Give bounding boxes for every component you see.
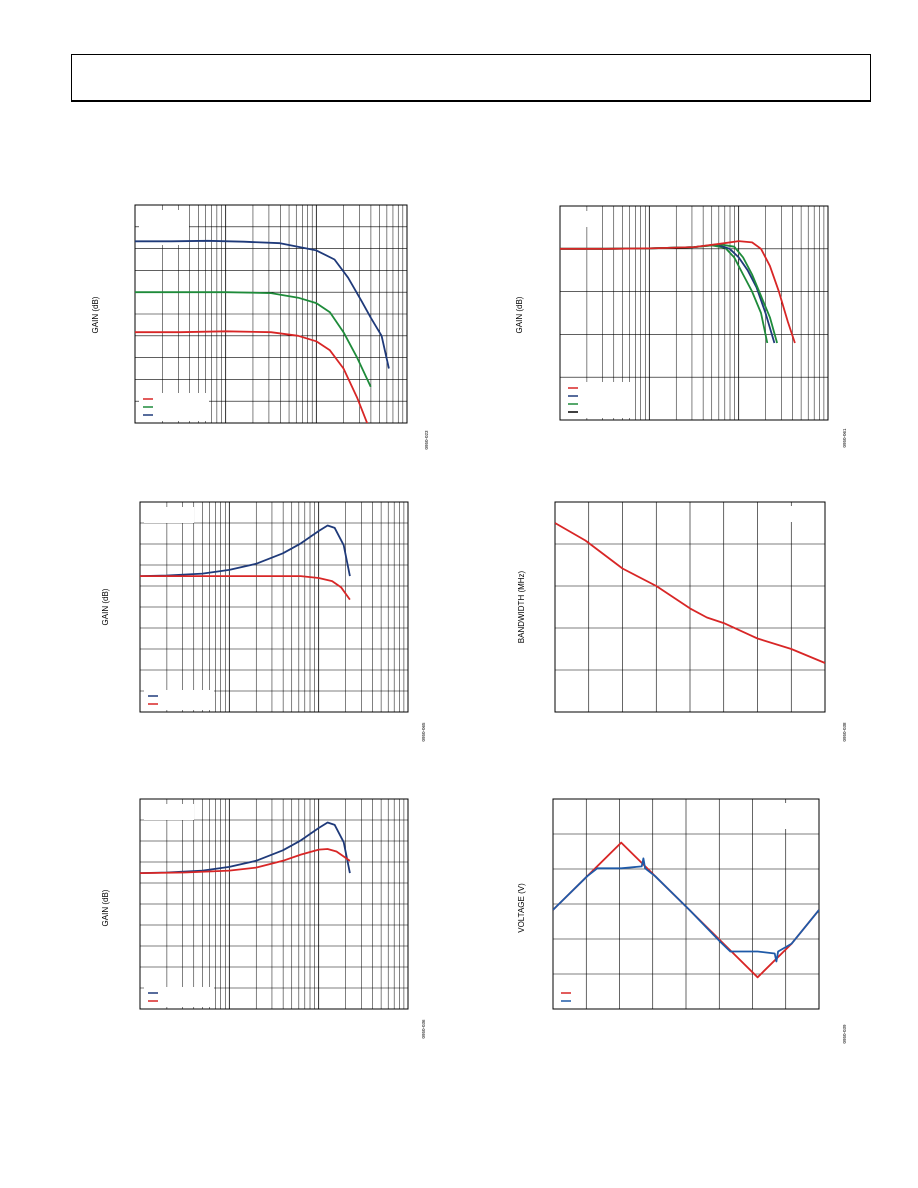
plot-grid bbox=[554, 501, 826, 713]
y-axis-label: GAIN (dB) bbox=[515, 296, 524, 333]
figure-code: 0950-036 bbox=[421, 1019, 426, 1039]
series-line-1 bbox=[553, 857, 819, 963]
chart-gain-vs-frequency-1: GAIN (dB) 0950-023 bbox=[91, 204, 429, 450]
series-line-0 bbox=[135, 239, 390, 369]
series-line-0 bbox=[140, 524, 351, 577]
plot-frame bbox=[552, 798, 820, 1010]
plot-frame bbox=[134, 204, 408, 424]
chart-bandwidth: BANDWIDTH (MHz) 0950-038 bbox=[517, 501, 847, 742]
legend bbox=[557, 987, 579, 1007]
legend bbox=[144, 690, 214, 710]
legend-box bbox=[144, 987, 214, 1007]
chart-gain-vs-frequency-3: GAIN (dB) 0950-065 bbox=[101, 501, 426, 742]
label-mask bbox=[564, 211, 594, 227]
series-line-1 bbox=[140, 575, 351, 601]
legend bbox=[144, 987, 214, 1007]
series-line-0 bbox=[140, 821, 351, 874]
y-axis-label: VOLTAGE (V) bbox=[517, 883, 526, 933]
plot-frame bbox=[139, 501, 409, 713]
series-line-1 bbox=[135, 291, 372, 388]
plot-grid bbox=[139, 798, 409, 1010]
series-line-0 bbox=[555, 522, 825, 664]
y-axis-label: GAIN (dB) bbox=[101, 588, 110, 625]
legend-box bbox=[144, 690, 214, 710]
y-axis-label: GAIN (dB) bbox=[101, 889, 110, 926]
plot-frame bbox=[559, 205, 829, 421]
figure-code: 0950-061 bbox=[842, 428, 847, 448]
figure-code: 0950-065 bbox=[421, 722, 426, 742]
series-line-0 bbox=[560, 244, 769, 344]
chart-voltage: VOLTAGE (V) 0950-039 bbox=[517, 798, 847, 1044]
page-header-box bbox=[71, 54, 871, 102]
plot-frame bbox=[139, 798, 409, 1010]
y-axis-label: BANDWIDTH (MHz) bbox=[517, 570, 526, 643]
label-mask bbox=[144, 804, 194, 820]
series-line-1 bbox=[140, 848, 351, 874]
y-axis-label: GAIN (dB) bbox=[91, 296, 100, 333]
series-line-1 bbox=[560, 243, 776, 344]
label-mask bbox=[139, 210, 189, 245]
plot-frame bbox=[554, 501, 826, 713]
figure-code: 0950-039 bbox=[842, 1024, 847, 1044]
legend bbox=[564, 382, 634, 418]
label-mask bbox=[761, 803, 813, 829]
chart-gain-vs-frequency-4: GAIN (dB) 0950-036 bbox=[101, 798, 426, 1039]
figure-code: 0950-023 bbox=[424, 430, 429, 450]
label-mask bbox=[785, 506, 821, 522]
label-mask bbox=[144, 507, 194, 523]
plot-grid bbox=[552, 798, 820, 1010]
chart-gain-vs-frequency-2: GAIN (dB) 0950-061 bbox=[515, 205, 847, 448]
series-line-3 bbox=[560, 240, 796, 344]
series-line-2 bbox=[135, 330, 369, 423]
series-line-2 bbox=[560, 243, 778, 344]
legend-box bbox=[557, 987, 579, 1007]
plot-grid bbox=[139, 501, 409, 713]
figure-code: 0950-038 bbox=[842, 722, 847, 742]
legend bbox=[139, 393, 209, 421]
